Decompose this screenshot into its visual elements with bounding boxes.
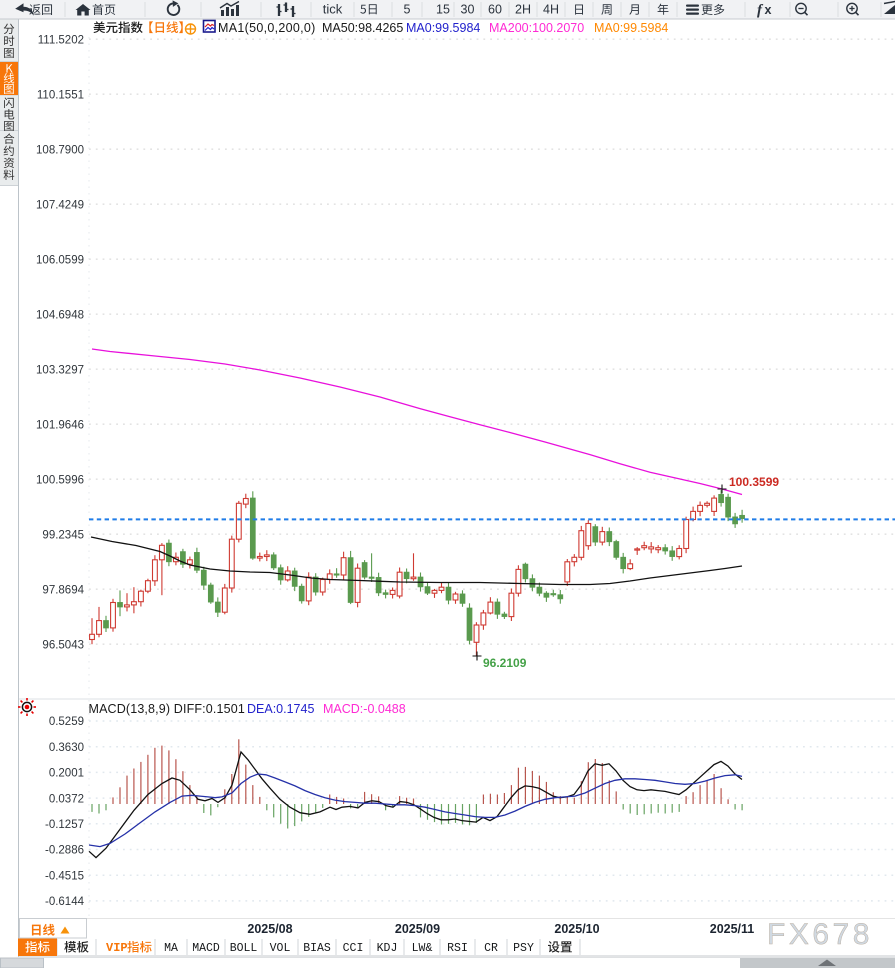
svg-text:15: 15	[436, 3, 450, 17]
svg-text:107.4249: 107.4249	[36, 199, 84, 211]
svg-text:BIAS: BIAS	[303, 942, 331, 955]
svg-text:CCI: CCI	[343, 942, 364, 955]
svg-text:60: 60	[488, 3, 502, 17]
svg-text:2025/11: 2025/11	[710, 922, 755, 936]
svg-text:5: 5	[404, 3, 411, 17]
svg-text:VIP: VIP	[106, 941, 128, 955]
svg-text:97.8694: 97.8694	[42, 584, 84, 596]
svg-text:106.0599: 106.0599	[36, 254, 84, 266]
svg-text:100.5996: 100.5996	[36, 474, 84, 486]
svg-text:-0.6144: -0.6144	[45, 896, 85, 908]
svg-text:MACD: MACD	[192, 942, 220, 955]
svg-text:103.3297: 103.3297	[36, 364, 84, 376]
svg-text:2025/10: 2025/10	[554, 922, 599, 936]
svg-text:96.2109: 96.2109	[483, 656, 527, 670]
svg-text:30: 30	[461, 3, 475, 17]
svg-text:101.9646: 101.9646	[36, 419, 84, 431]
svg-text:f: f	[757, 3, 764, 19]
svg-text:-0.4515: -0.4515	[45, 870, 84, 882]
svg-text:MA0:99.5984: MA0:99.5984	[594, 21, 668, 35]
svg-text:FX678: FX678	[767, 918, 873, 951]
svg-text:KDJ: KDJ	[377, 942, 398, 955]
svg-text:0.5259: 0.5259	[49, 716, 84, 728]
svg-text:0.3630: 0.3630	[49, 742, 84, 754]
svg-text:MA50:98.4265: MA50:98.4265	[322, 21, 403, 35]
svg-text:2025/09: 2025/09	[395, 922, 440, 936]
svg-text:PSY: PSY	[513, 942, 534, 955]
svg-text:MA0:99.5984: MA0:99.5984	[406, 21, 480, 35]
svg-text:CR: CR	[484, 942, 498, 955]
svg-text:MA200:100.2070: MA200:100.2070	[489, 21, 584, 35]
svg-text:100.3599: 100.3599	[729, 475, 779, 489]
svg-text:VOL: VOL	[270, 942, 291, 955]
svg-text:BOLL: BOLL	[230, 942, 258, 955]
svg-text:2025/08: 2025/08	[247, 922, 292, 936]
svg-text:99.2345: 99.2345	[42, 529, 84, 541]
svg-text:x: x	[765, 3, 772, 17]
svg-text:MA: MA	[164, 942, 178, 955]
svg-text:108.7900: 108.7900	[36, 144, 84, 156]
svg-text:MA1(50,0,200,0): MA1(50,0,200,0)	[218, 21, 316, 35]
svg-text:-0.1257: -0.1257	[45, 819, 84, 831]
svg-text:-0.2886: -0.2886	[45, 845, 84, 857]
svg-text:DEA:0.1745: DEA:0.1745	[247, 702, 314, 716]
svg-text:RSI: RSI	[447, 942, 468, 955]
svg-text:104.6948: 104.6948	[36, 309, 84, 321]
svg-text:0.2001: 0.2001	[49, 768, 84, 780]
svg-text:96.5043: 96.5043	[42, 639, 84, 651]
svg-text:LW&: LW&	[412, 942, 433, 955]
svg-text:4H: 4H	[543, 3, 559, 17]
svg-text:MACD:-0.0488: MACD:-0.0488	[323, 702, 406, 716]
svg-text:2H: 2H	[515, 3, 531, 17]
svg-text:MACD(13,8,9) DIFF:0.1501: MACD(13,8,9) DIFF:0.1501	[89, 702, 245, 716]
svg-text:110.1551: 110.1551	[37, 89, 84, 101]
svg-text:111.5202: 111.5202	[38, 34, 84, 46]
svg-text:0.0372: 0.0372	[49, 793, 84, 805]
svg-text:tick: tick	[323, 2, 343, 17]
